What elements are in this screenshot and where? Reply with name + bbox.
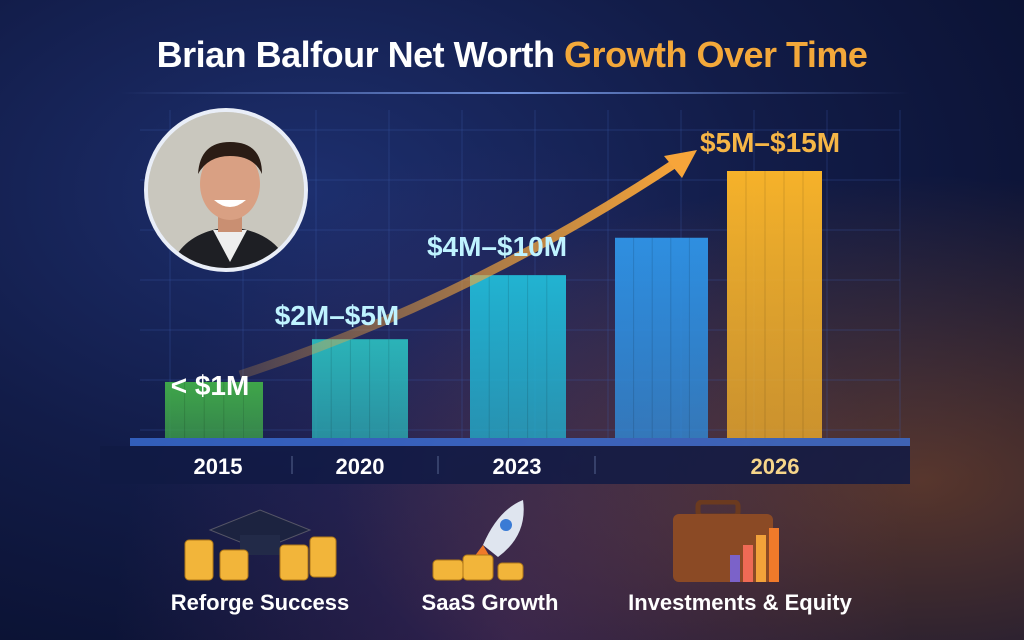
bar-2026 — [727, 171, 822, 438]
trend-arrow-line — [238, 156, 683, 380]
bar-unlabeled — [615, 237, 708, 438]
avatar — [144, 108, 308, 272]
bar-2015 — [165, 381, 263, 438]
year-band — [100, 446, 910, 484]
x-tick-label: 2015 — [194, 454, 243, 479]
graduation-cap-coins-icon — [184, 509, 337, 581]
chart-base — [130, 438, 910, 446]
x-tick-label: 2026 — [751, 454, 800, 479]
value-label: < $1M — [171, 370, 250, 401]
bar-2020 — [312, 339, 408, 438]
chart-title: Brian Balfour Net Worth Growth Over Time — [0, 34, 1024, 76]
value-label: $2M–$5M — [275, 300, 400, 331]
rocket-icon — [432, 500, 524, 581]
bar-2023 — [470, 275, 566, 438]
title-highlight: Growth Over Time — [563, 34, 868, 75]
x-tick-label: 2023 — [493, 454, 542, 479]
footer-label-saas: SaaS Growth — [421, 590, 559, 615]
title-main: Brian Balfour Net Worth — [156, 34, 555, 75]
title-divider — [120, 92, 910, 94]
footer-label-reforge: Reforge Success — [170, 590, 350, 615]
x-tick-label: 2020 — [336, 454, 385, 479]
footer-label-investments: Investments & Equity — [628, 590, 852, 615]
value-label: $4M–$10M — [427, 231, 567, 262]
value-label: $5M–$15M — [700, 127, 840, 158]
trend-arrow-head — [664, 150, 697, 178]
briefcase-chart-icon — [673, 500, 779, 582]
